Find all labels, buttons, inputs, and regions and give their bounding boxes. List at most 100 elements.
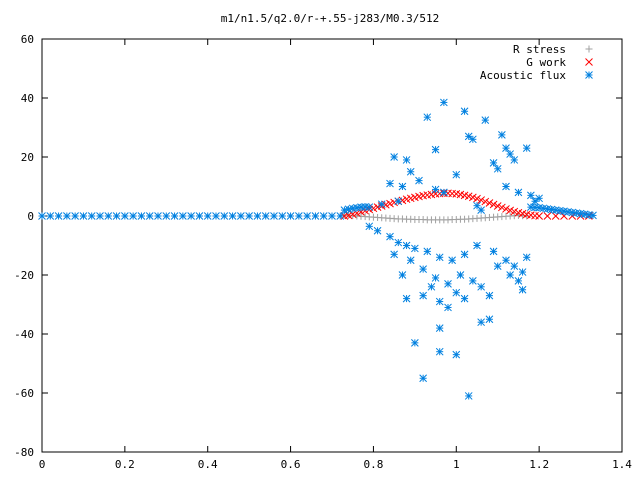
x-tick-label: 0.6 [281,458,301,471]
data-point [245,212,253,220]
data-point [498,131,506,139]
series-0 [340,211,531,224]
data-point [448,256,456,265]
data-point [522,144,531,153]
data-point [481,197,490,206]
y-tick-label: 20 [21,151,34,164]
data-point [485,315,494,324]
data-point [477,206,485,214]
data-point [419,291,427,300]
data-point [96,212,104,220]
plot-frame [41,38,623,453]
y-tick-label: 40 [21,92,34,105]
data-point [427,282,436,291]
data-point [506,271,514,279]
data-point [328,212,336,220]
data-point [464,392,473,400]
data-point [502,144,510,153]
data-point [477,318,485,327]
data-point [460,250,469,259]
data-point [295,212,303,220]
y-tick-label: -80 [14,446,34,459]
x-tick-label: 1.4 [612,458,632,471]
data-point [444,303,452,312]
x-tick-label: 0.8 [363,458,383,471]
data-point [278,212,287,220]
x-tick-label: 1 [453,458,460,471]
data-point [203,212,212,220]
data-point [411,338,419,347]
chart-title: m1/n1.5/q2.0/r-+.55-j283/M0.3/512 [221,12,440,25]
data-point [336,212,345,220]
y-tick-label: 0 [27,210,34,223]
data-point [179,212,187,220]
data-point [398,271,407,279]
data-point [386,232,394,241]
data-point [303,212,311,220]
data-point [319,212,328,220]
data-point [452,170,461,179]
data-point [154,212,162,220]
data-point [510,156,519,164]
y-tick-label: 60 [21,33,34,46]
data-point [514,188,523,197]
series-2 [38,98,597,400]
x-tick-label: 1.2 [529,458,549,471]
data-point [270,212,278,220]
data-point [535,194,543,203]
data-point [473,241,481,250]
data-point [481,116,490,124]
x-axis: 0 0.2 0.4 0.6 0.8 1 1.2 1.4 [39,39,632,471]
data-point [253,212,262,220]
x-tick-label: 0 [39,458,46,471]
data-point [551,212,560,220]
y-tick-label: -60 [14,387,34,400]
data-point [502,256,510,265]
data-point [489,159,498,167]
data-point [386,179,394,188]
data-point [469,277,477,285]
data-point [311,212,320,220]
data-point [485,199,494,207]
data-point [402,294,411,303]
data-point [589,211,597,220]
data-point [415,176,423,185]
data-point [162,212,171,220]
data-point [121,212,129,220]
x-tick-label: 0.4 [198,458,218,471]
data-point [435,253,444,262]
data-point [220,212,229,220]
data-point [406,167,415,176]
data-point [502,205,510,213]
data-point [514,277,523,285]
data-point [493,262,502,271]
data-point [261,212,270,220]
data-point [485,291,494,300]
data-point [365,203,374,212]
data-point [531,197,539,206]
data-point [38,212,46,220]
data-point [452,288,461,297]
data-point [452,350,461,359]
legend-marker [585,71,593,79]
data-point [435,347,444,356]
data-point [46,212,55,220]
data-point [195,212,204,220]
legend-label: R stress [513,43,566,56]
data-point [394,197,403,206]
data-point [228,212,237,220]
data-point [104,212,113,220]
data-point [406,256,415,265]
data-point [237,212,245,220]
data-point [477,196,485,204]
data-point [423,113,432,122]
data-point [402,156,411,164]
data-point [464,132,473,141]
data-point [522,253,531,262]
data-point [527,191,535,200]
data-point [365,222,374,231]
y-axis: -80 -60 -40 -20 0 20 40 60 [14,33,622,459]
data-point [440,98,448,107]
data-point [435,297,444,306]
data-point [489,247,498,256]
